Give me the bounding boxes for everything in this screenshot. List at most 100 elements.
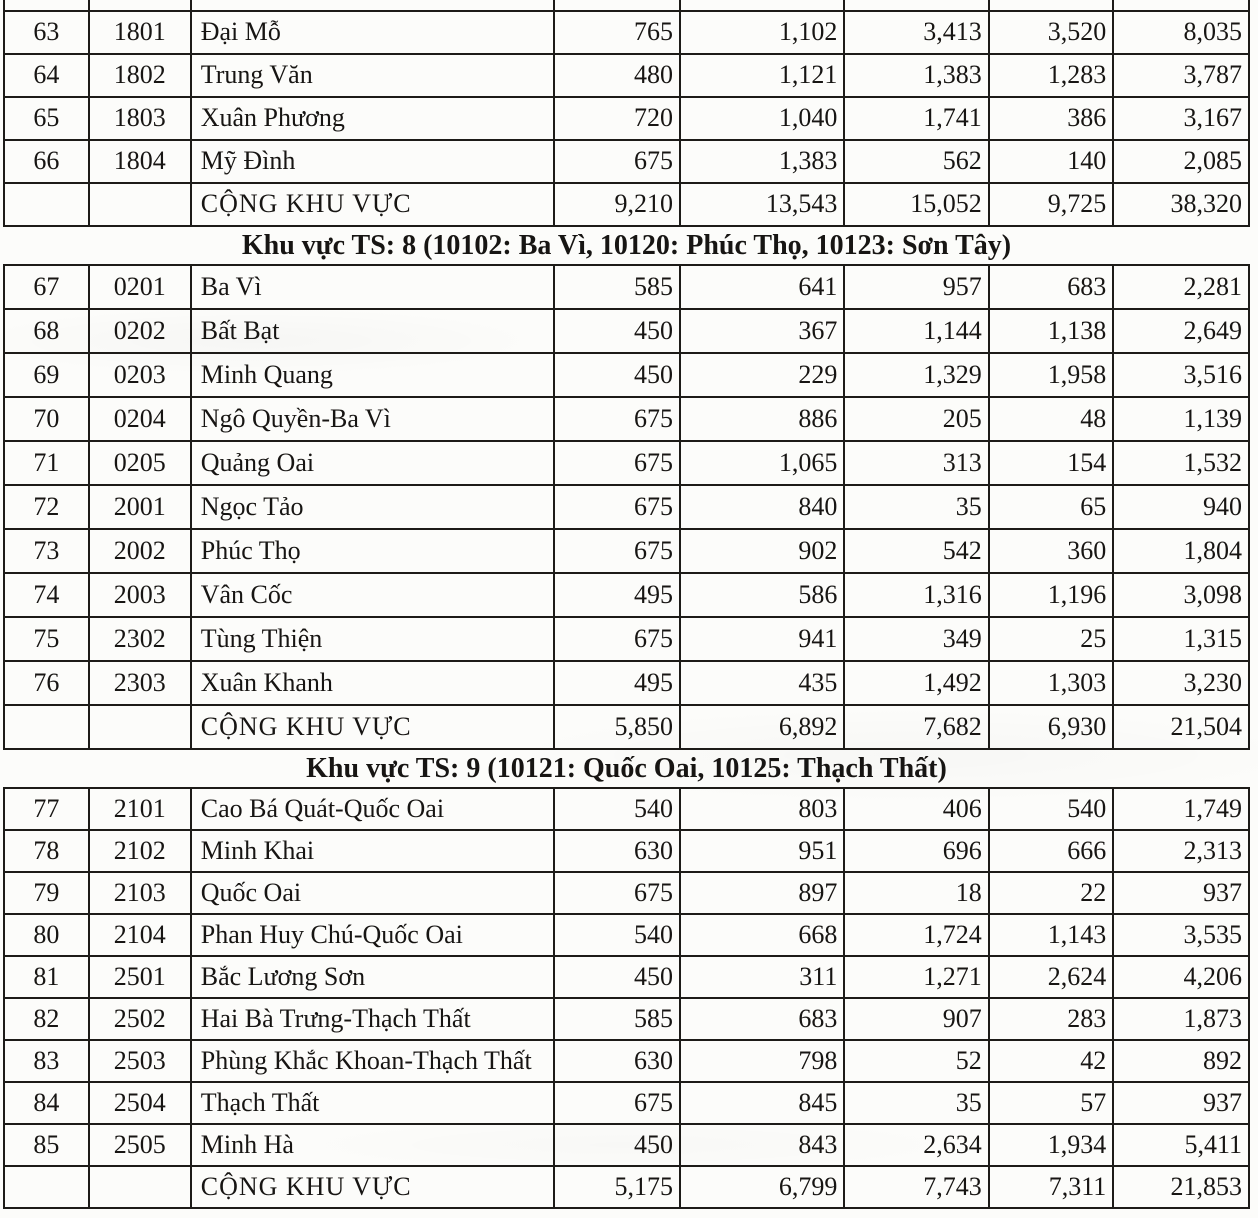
school-code-cell: 1802 [87, 53, 192, 98]
value-cell: 1,040 [679, 96, 846, 141]
row-number-cell: 83 [3, 1039, 90, 1083]
table-row: 76 2303 Xuân Khanh 495 435 1,492 1,303 3,230 [3, 660, 1250, 706]
value-cell: 696 [843, 829, 990, 873]
total-value-cell: 7,743 [843, 1165, 990, 1209]
table-row: 69 0203 Minh Quang 450 229 1,329 1,958 3,516 [3, 352, 1250, 398]
value-cell: 349 [843, 616, 990, 662]
clipped-cell [87, 0, 192, 12]
clipped-cell [3, 0, 90, 12]
value-cell: 480 [553, 53, 682, 98]
value-cell: 940 [1112, 484, 1250, 530]
value-cell: 675 [553, 484, 682, 530]
school-name-cell: Ngô Quyền-Ba Vì [189, 396, 556, 442]
school-code-cell: 1804 [87, 139, 192, 184]
value-cell: 2,634 [843, 1123, 990, 1167]
row-number-cell: 68 [3, 308, 90, 354]
school-code-cell: 2103 [87, 871, 192, 915]
value-cell: 283 [987, 997, 1115, 1041]
value-cell: 450 [553, 1123, 682, 1167]
value-cell: 3,787 [1112, 53, 1250, 98]
value-cell: 3,535 [1112, 913, 1250, 957]
row-number-cell: 77 [3, 787, 90, 831]
empty-cell [3, 704, 90, 750]
school-code-cell: 2003 [87, 572, 192, 618]
total-value-cell: 21,853 [1112, 1165, 1250, 1209]
admission-table-block: 67 0201 Ba Vì 585 641 957 683 2,281 68 0202 Bất Bạ… [3, 264, 1250, 750]
value-cell: 4,206 [1112, 955, 1250, 999]
school-code-cell: 2001 [87, 484, 192, 530]
school-name-cell: Cao Bá Quát-Quốc Oai [189, 787, 556, 831]
school-name-cell: Minh Hà [189, 1123, 556, 1167]
value-cell: 897 [679, 871, 846, 915]
row-number-cell: 63 [3, 10, 90, 55]
total-value-cell: 6,799 [679, 1165, 846, 1209]
school-name-cell: Thạch Thất [189, 1081, 556, 1125]
value-cell: 675 [553, 139, 682, 184]
value-cell: 57 [987, 1081, 1115, 1125]
table-row: 82 2502 Hai Bà Trưng-Thạch Thất 585 683 907 28… [3, 997, 1250, 1041]
value-cell: 3,413 [843, 10, 990, 55]
school-name-cell: Mỹ Đình [189, 139, 556, 184]
school-name-cell: Bắc Lương Sơn [189, 955, 556, 999]
table-row: 63 1801 Đại Mỗ 765 1,102 3,413 3,520 8,035 [3, 10, 1250, 55]
value-cell: 2,313 [1112, 829, 1250, 873]
value-cell: 1,315 [1112, 616, 1250, 662]
value-cell: 495 [553, 660, 682, 706]
value-cell: 902 [679, 528, 846, 574]
value-cell: 154 [987, 440, 1115, 486]
total-value-cell: 9,210 [553, 182, 682, 227]
value-cell: 3,167 [1112, 96, 1250, 141]
section-total-label: CỘNG KHU VỰC [189, 704, 556, 750]
value-cell: 630 [553, 1039, 682, 1083]
value-cell: 675 [553, 440, 682, 486]
clipped-cell [1112, 0, 1250, 12]
value-cell: 798 [679, 1039, 846, 1083]
total-value-cell: 38,320 [1112, 182, 1250, 227]
value-cell: 360 [987, 528, 1115, 574]
value-cell: 957 [843, 264, 990, 310]
admission-table-block: 77 2101 Cao Bá Quát-Quốc Oai 540 803 406 540 1,… [3, 787, 1250, 1209]
value-cell: 1,873 [1112, 997, 1250, 1041]
value-cell: 5,411 [1112, 1123, 1250, 1167]
school-code-cell: 2101 [87, 787, 192, 831]
section-total-row: CỘNG KHU VỰC 5,175 6,799 7,743 7,311 21,853 [3, 1165, 1250, 1209]
table-row: 72 2001 Ngọc Tảo 675 840 35 65 940 [3, 484, 1250, 530]
value-cell: 22 [987, 871, 1115, 915]
value-cell: 1,139 [1112, 396, 1250, 442]
total-value-cell: 5,175 [553, 1165, 682, 1209]
value-cell: 683 [679, 997, 846, 1041]
value-cell: 3,516 [1112, 352, 1250, 398]
value-cell: 843 [679, 1123, 846, 1167]
value-cell: 1,303 [987, 660, 1115, 706]
table-row: 71 0205 Quảng Oai 675 1,065 313 154 1,532 [3, 440, 1250, 486]
total-value-cell: 15,052 [843, 182, 990, 227]
value-cell: 435 [679, 660, 846, 706]
value-cell: 1,724 [843, 913, 990, 957]
value-cell: 1,196 [987, 572, 1115, 618]
value-cell: 1,383 [679, 139, 846, 184]
row-number-cell: 84 [3, 1081, 90, 1125]
value-cell: 1,934 [987, 1123, 1115, 1167]
value-cell: 1,804 [1112, 528, 1250, 574]
value-cell: 140 [987, 139, 1115, 184]
clipped-row [3, 0, 1250, 12]
table-row: 65 1803 Xuân Phương 720 1,040 1,741 386 3,167 [3, 96, 1250, 141]
value-cell: 450 [553, 955, 682, 999]
value-cell: 540 [553, 913, 682, 957]
row-number-cell: 73 [3, 528, 90, 574]
school-name-cell: Ba Vì [189, 264, 556, 310]
school-code-cell: 2505 [87, 1123, 192, 1167]
total-value-cell: 13,543 [679, 182, 846, 227]
value-cell: 683 [987, 264, 1115, 310]
row-number-cell: 85 [3, 1123, 90, 1167]
section-total-row: CỘNG KHU VỰC 9,210 13,543 15,052 9,725 38,320 [3, 182, 1250, 227]
school-name-cell: Bất Bạt [189, 308, 556, 354]
school-name-cell: Ngọc Tảo [189, 484, 556, 530]
clipped-cell [843, 0, 990, 12]
total-value-cell: 21,504 [1112, 704, 1250, 750]
table-row: 75 2302 Tùng Thiện 675 941 349 25 1,315 [3, 616, 1250, 662]
school-code-cell: 1803 [87, 96, 192, 141]
total-value-cell: 7,311 [987, 1165, 1115, 1209]
value-cell: 25 [987, 616, 1115, 662]
